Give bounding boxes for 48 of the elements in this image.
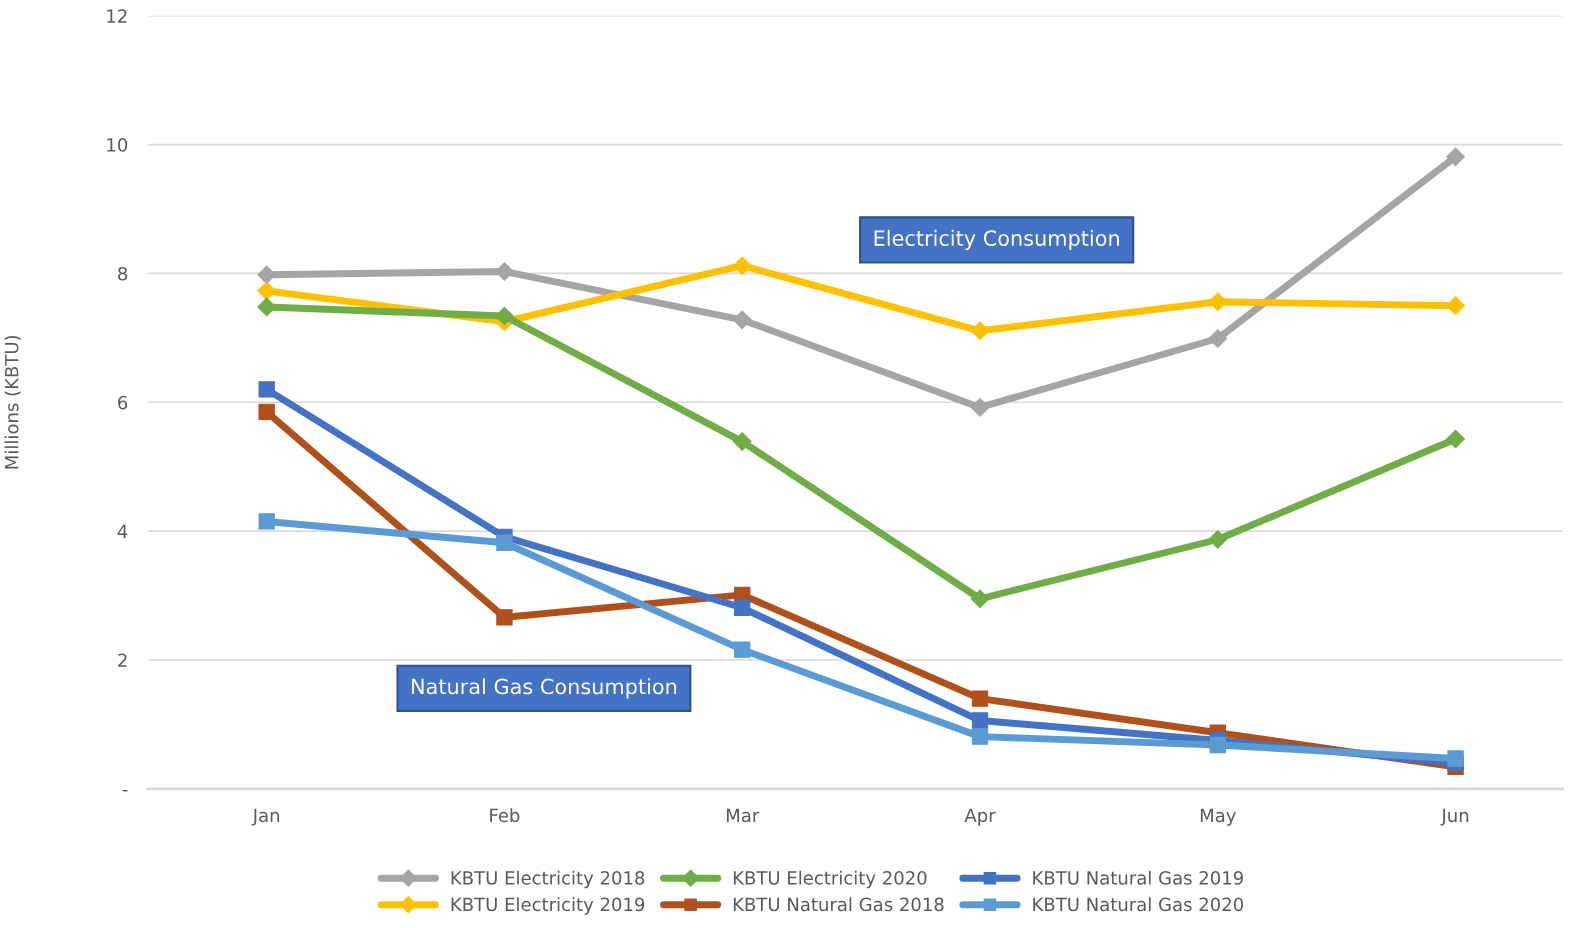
point	[971, 728, 989, 745]
point	[1447, 750, 1464, 767]
annotation: Electricity Consumption	[874, 229, 1119, 251]
y-tick-label: 12	[107, 9, 127, 23]
point	[1446, 147, 1465, 167]
legend-label: KBTU Natural Gas 2019	[1033, 870, 1243, 885]
point	[495, 306, 514, 326]
y-tick-label: 6	[118, 395, 128, 410]
legend-label: KBTU Natural Gas 2020	[1033, 897, 1243, 912]
point	[734, 599, 751, 616]
point	[734, 641, 751, 658]
legend-label: KBTU Electricity 2019	[451, 897, 645, 915]
point	[258, 513, 275, 530]
legend-label: KBTU Natural Gas 2018	[733, 897, 944, 912]
point	[970, 398, 990, 417]
legend-label: KBTU Electricity 2018	[451, 870, 645, 889]
point	[1446, 296, 1465, 316]
point	[970, 589, 990, 609]
y-tick-label: -	[122, 789, 128, 792]
point	[1208, 530, 1228, 549]
point	[1208, 292, 1228, 312]
y-tick-label: 8	[118, 266, 128, 281]
point	[732, 310, 752, 330]
point	[258, 403, 275, 421]
point	[732, 256, 752, 276]
point	[496, 609, 513, 626]
point	[971, 712, 989, 729]
x-tick-label: Apr	[964, 808, 996, 826]
y-tick-label: 10	[107, 138, 128, 152]
point	[258, 381, 275, 398]
point	[1208, 329, 1228, 348]
y-tick-label: 4	[117, 524, 128, 538]
x-tick-label: Jun	[1440, 808, 1469, 826]
point	[732, 432, 752, 451]
x-tick-label: May	[1200, 808, 1236, 826]
x-tick-label: Mar	[726, 808, 760, 823]
point	[1446, 429, 1465, 449]
legend-label: KBTU Electricity 2020	[733, 870, 927, 889]
point	[496, 534, 513, 551]
point	[970, 321, 990, 341]
point	[971, 690, 989, 707]
x-tick-label: Feb	[490, 808, 520, 823]
point	[257, 281, 277, 301]
y-tick-label: 2	[118, 653, 127, 667]
point	[1209, 736, 1226, 754]
y-axis-title: Millions (KBTU)	[4, 335, 21, 469]
x-tick-label: Jan	[251, 808, 280, 826]
annotation: Natural Gas Consumption	[412, 678, 677, 699]
